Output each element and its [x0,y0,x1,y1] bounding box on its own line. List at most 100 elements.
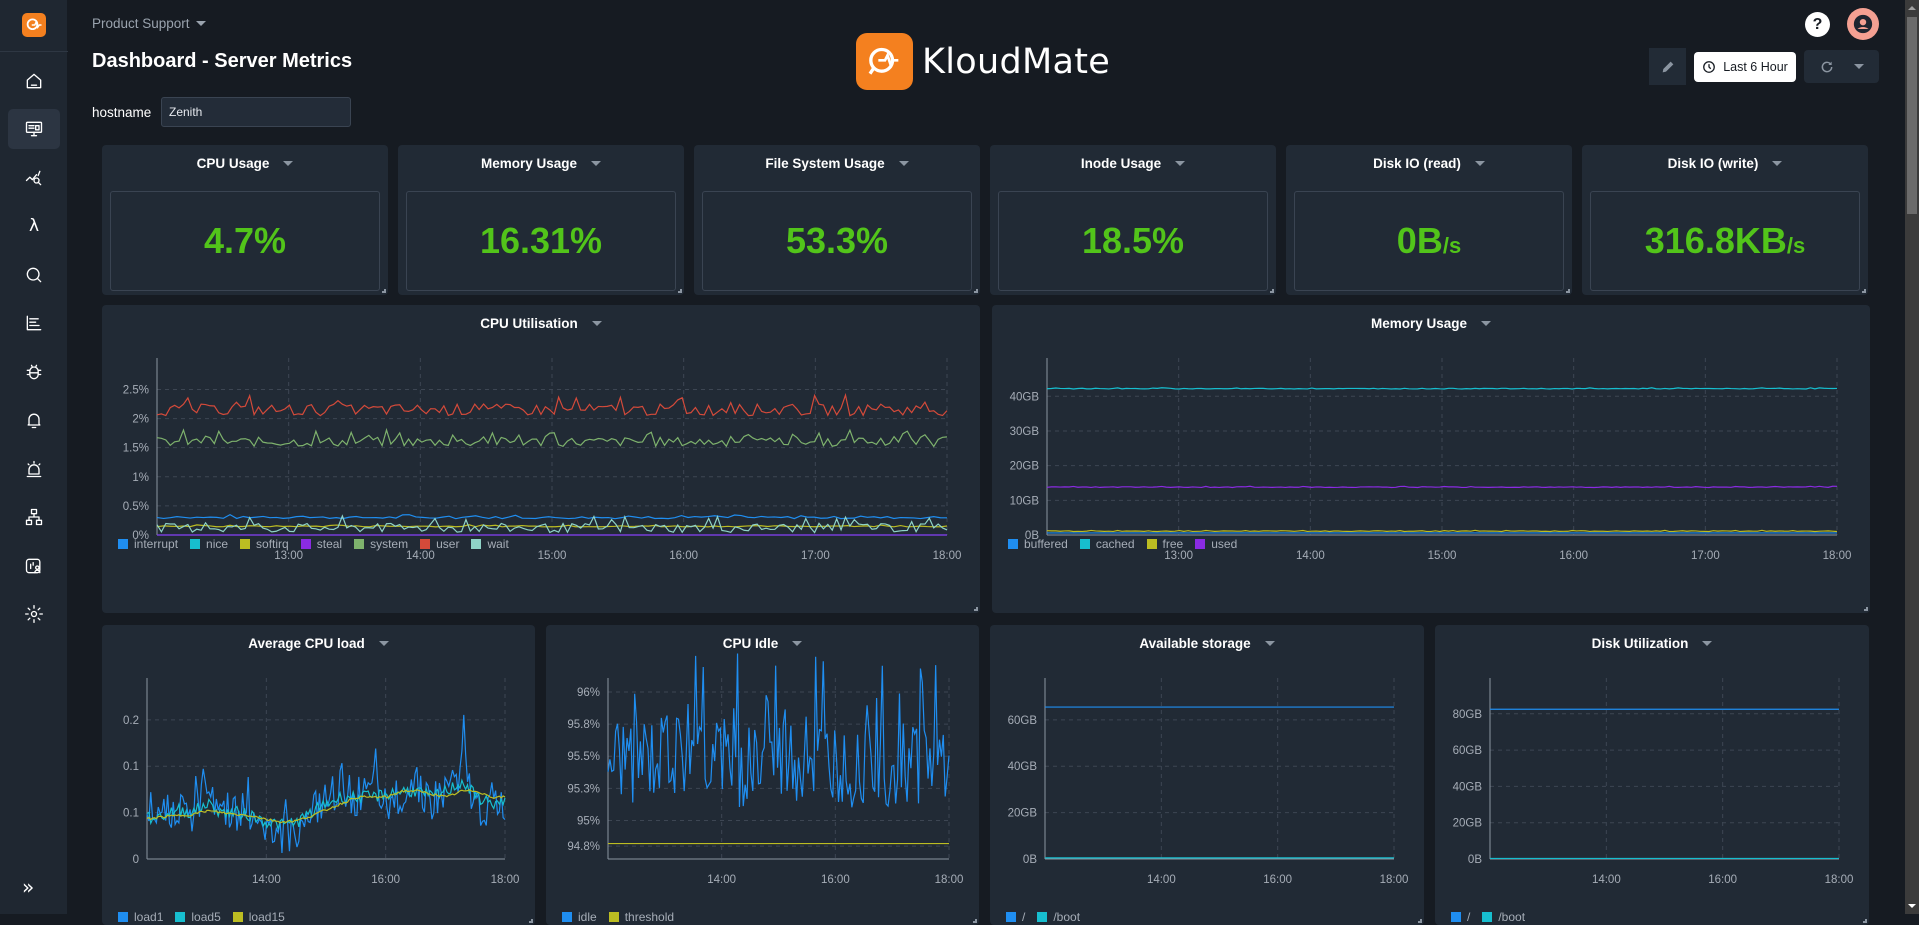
stat-value-box: 53.3% [702,191,972,291]
legend-item[interactable]: / [1451,910,1470,924]
resize-handle[interactable] [1566,289,1570,293]
legend-item[interactable]: buffered [1008,537,1068,551]
resize-handle[interactable] [382,289,386,293]
legend-item[interactable]: user [420,537,459,551]
resize-handle[interactable] [1270,289,1274,293]
sidebar-item-traces[interactable] [8,303,60,343]
legend-item[interactable]: system [354,537,408,551]
resize-handle[interactable] [1864,607,1868,611]
app-logo[interactable] [22,13,46,37]
resize-handle[interactable] [529,919,533,923]
series-line-system[interactable] [156,427,948,448]
legend-item[interactable]: threshold [608,910,674,924]
series-line-interrupt[interactable] [156,513,948,520]
resize-handle[interactable] [1863,919,1867,923]
legend-item[interactable]: idle [562,910,597,924]
x-tick-label: 13:00 [1164,550,1193,562]
series-line-idle[interactable] [607,653,950,808]
x-tick-label: 18:00 [933,550,962,562]
sidebar-item-alerts[interactable] [8,400,60,440]
series-line-wait[interactable] [156,514,948,534]
panel-title[interactable]: Disk Utilization [1435,636,1869,651]
sidebar-item-topology[interactable] [8,497,60,537]
legend-item[interactable]: / [1006,910,1025,924]
panel-menu-icon[interactable] [792,641,803,646]
sidebar-item-settings[interactable] [8,594,60,634]
panel-title[interactable]: Available storage [990,636,1424,651]
legend-item[interactable]: /boot [1037,910,1080,924]
sidebar-item-functions[interactable]: λ [8,206,60,246]
resize-handle[interactable] [974,607,978,611]
series-line-free[interactable] [1046,529,1838,533]
refresh-interval-dropdown[interactable] [1853,64,1864,69]
scrollbar-thumb[interactable] [1907,17,1917,214]
legend-item[interactable]: used [1195,537,1237,551]
panel-title[interactable]: Memory Usage [398,156,684,171]
page-scrollbar[interactable] [1905,0,1919,914]
legend-item[interactable]: load5 [175,910,221,924]
edit-dashboard-button[interactable] [1649,48,1686,85]
series-line-used[interactable] [1046,485,1838,489]
panel-menu-icon[interactable] [591,321,602,326]
panel-menu-icon[interactable] [1175,161,1186,166]
resize-handle[interactable] [1862,289,1866,293]
sidebar-item-search[interactable] [8,255,60,295]
legend-item[interactable]: softirq [240,537,289,551]
panel-title[interactable]: CPU Usage [102,156,388,171]
legend-item[interactable]: cached [1079,537,1135,551]
panel-menu-icon[interactable] [1772,161,1783,166]
sidebar-item-explore[interactable] [8,158,60,198]
legend-item[interactable]: interrupt [118,537,178,551]
legend-item[interactable]: steal [300,537,342,551]
sidebar-item-dashboards[interactable] [8,109,60,149]
refresh-button[interactable] [1804,50,1879,83]
panel-menu-icon[interactable] [1264,641,1275,646]
legend-item[interactable]: nice [190,537,228,551]
legend-item[interactable]: wait [471,537,509,551]
panel-menu-icon[interactable] [591,161,602,166]
panel-menu-icon[interactable] [378,641,389,646]
legend-item[interactable]: load1 [118,910,163,924]
panel-menu-icon[interactable] [1474,161,1485,166]
resize-handle[interactable] [973,919,977,923]
sidebar-item-home[interactable] [8,61,60,101]
panel-title[interactable]: CPU Idle [546,636,979,651]
panel-menu-icon[interactable] [1702,641,1713,646]
resize-handle[interactable] [974,289,978,293]
user-avatar[interactable] [1847,8,1879,40]
help-button[interactable]: ? [1805,12,1830,37]
x-tick-label: 16:00 [669,550,698,562]
scroll-up-arrow[interactable] [1908,6,1916,10]
sidebar-item-users[interactable] [8,546,60,586]
series-line-load5[interactable] [146,778,506,830]
series-line-load1[interactable] [146,714,506,853]
org-selector[interactable]: Product Support [92,16,206,31]
panel-menu-icon[interactable] [283,161,294,166]
series-line-softirq[interactable] [156,524,948,528]
legend-item[interactable]: /boot [1482,910,1525,924]
panel-title[interactable]: Disk IO (read) [1286,156,1572,171]
panel-title[interactable]: Average CPU load [102,636,535,651]
hostname-input[interactable] [161,97,351,127]
panel-menu-icon[interactable] [1481,321,1492,326]
panel-title[interactable]: File System Usage [694,156,980,171]
series-line-user[interactable] [156,392,948,417]
panel-menu-icon[interactable] [898,161,909,166]
resize-handle[interactable] [678,289,682,293]
sidebar-item-incidents[interactable] [8,449,60,489]
series-line-cached[interactable] [1046,387,1838,390]
panel-title[interactable]: CPU Utilisation [102,316,980,331]
time-range-picker[interactable]: Last 6 Hour [1694,52,1796,82]
resize-handle[interactable] [1418,919,1422,923]
panel-title[interactable]: Memory Usage [992,316,1870,331]
chart-avail_storage: 0B 20GB 40GB 60GB 14:00 16:00 18:00 [1008,678,1408,886]
expand-sidebar-button[interactable]: » [22,875,35,899]
sidebar-item-errors[interactable] [8,352,60,392]
legend-item[interactable]: load15 [232,910,285,924]
series-line-load15[interactable] [146,789,506,824]
panel-title[interactable]: Disk IO (write) [1582,156,1868,171]
panel-title[interactable]: Inode Usage [990,156,1276,171]
legend-item[interactable]: free [1146,537,1183,551]
panel-title-text: CPU Utilisation [480,316,578,331]
scroll-down-arrow[interactable] [1908,904,1916,908]
